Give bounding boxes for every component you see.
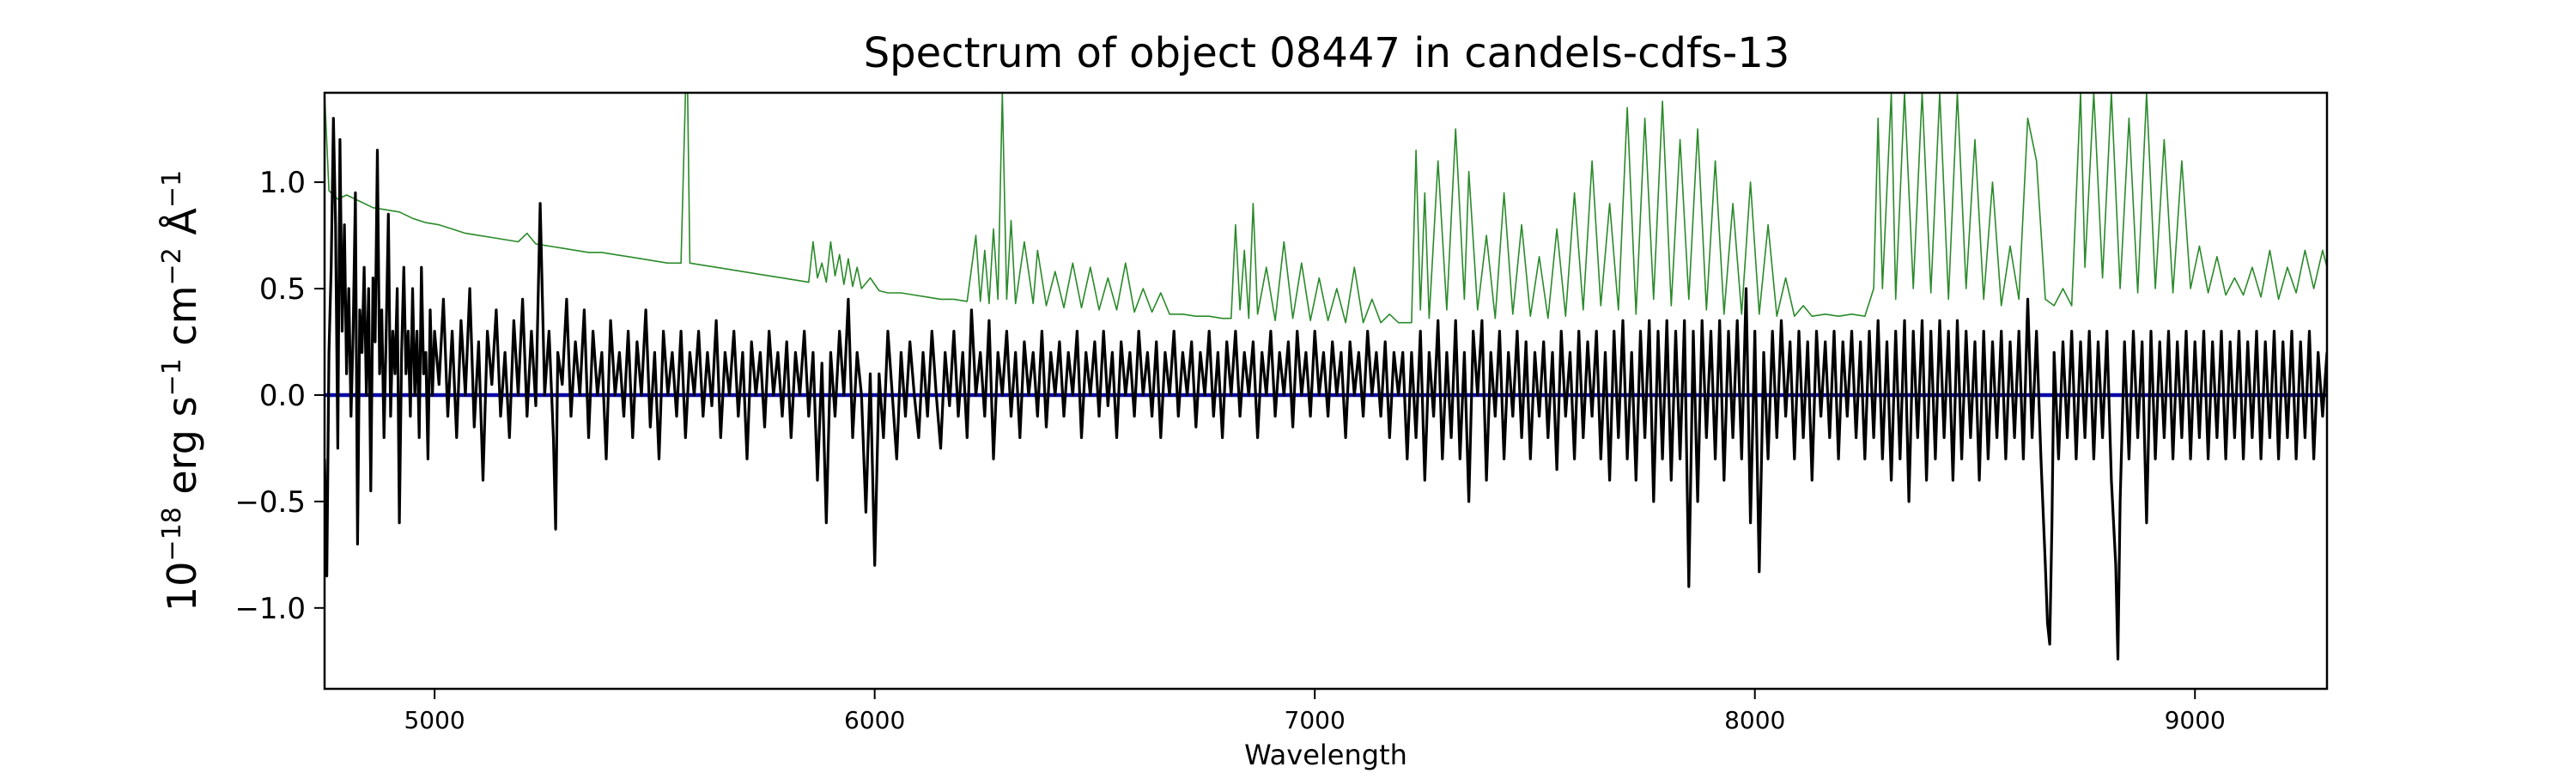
plot-frame <box>323 91 2329 691</box>
y-tick-label: −0.5 <box>234 485 306 520</box>
y-label-ang-exp: −1 <box>157 170 187 208</box>
y-label-cm: cm <box>159 285 205 358</box>
x-tick-label: 5000 <box>404 706 465 734</box>
series-flux-line <box>325 117 2327 660</box>
x-tick-label: 7000 <box>1285 706 1346 734</box>
y-label-base: 10 <box>159 562 205 612</box>
y-tick-label: 0.0 <box>259 379 306 413</box>
x-tick-label: 9000 <box>2165 706 2226 734</box>
x-tick-label: 8000 <box>1724 706 1785 734</box>
x-tick-label: 6000 <box>844 706 905 734</box>
y-tick-label: 0.5 <box>259 272 306 307</box>
series-error-line <box>325 93 2327 324</box>
y-tick-label: 1.0 <box>259 166 306 200</box>
chart-title: Spectrum of object 08447 in candels-cdfs… <box>864 29 1790 77</box>
y-label-erg: erg s <box>159 396 205 507</box>
y-axis-label: 10−18 erg s−1 cm−2 Å−1 <box>157 170 205 612</box>
x-axis-label: Wavelength <box>1244 739 1407 771</box>
y-label-ang: Å <box>159 208 205 248</box>
y-tick-label: −1.0 <box>234 592 306 626</box>
y-label-s-exp: −1 <box>157 358 187 396</box>
y-label-cm-exp: −2 <box>157 247 187 285</box>
y-label-exp: −18 <box>157 507 187 561</box>
